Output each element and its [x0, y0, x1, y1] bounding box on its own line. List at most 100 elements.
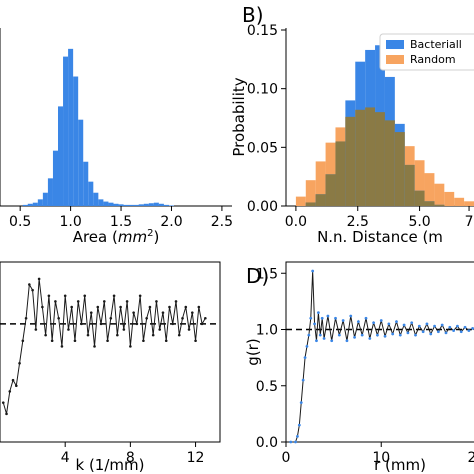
panel-d-point: [341, 319, 345, 322]
panel-d-point: [316, 311, 320, 315]
panel-d-y-axis-label: g(r): [244, 338, 262, 365]
panel-d-point: [448, 325, 452, 329]
panel-c-point: [184, 305, 188, 309]
panel-c-point: [89, 311, 93, 314]
panel-d-point: [467, 329, 471, 333]
panel-d-point: [414, 333, 417, 337]
panel-b-bar-overlap: [414, 190, 425, 206]
panel-b-bar-overlap: [305, 202, 316, 206]
panel-b-bar-overlap: [345, 116, 356, 206]
panel-c-point: [57, 316, 60, 320]
panel-b-x-tick-label: 7: [465, 214, 474, 230]
panel-d-x-tick-label: 20: [468, 450, 474, 466]
panel-a-x-tick-label: 1.5: [110, 214, 132, 230]
panel-c-point: [93, 345, 96, 348]
panel-d-point: [299, 401, 303, 405]
panel-a-bar: [103, 201, 109, 206]
panel-c-point: [109, 316, 113, 320]
panel-c-point: [151, 333, 155, 337]
panel-d-point: [440, 323, 444, 327]
panel-d-point: [307, 333, 311, 337]
panel-a-bar: [78, 119, 84, 206]
panel-b-y-tick-label: 0.05: [247, 140, 278, 156]
panel-d-point: [402, 323, 406, 327]
panel-d-point: [309, 316, 313, 320]
panel-d-point: [326, 314, 330, 318]
panel-d-frame: [285, 261, 474, 443]
panel-c-x-axis-label: k (1/mm): [76, 456, 145, 474]
panel-d-point: [320, 316, 324, 320]
panel-b-bar-random: [434, 183, 445, 206]
panel-c-point: [14, 384, 18, 388]
panel-c-point: [18, 361, 21, 365]
panel-c-point: [135, 322, 139, 326]
panel-d-point: [289, 440, 293, 444]
panel-c-structure-factor: 4 8 12 k (1/mm): [0, 261, 221, 474]
panel-c-point: [50, 339, 54, 343]
panel-b-bar-overlap: [325, 174, 336, 206]
panel-a-bar: [58, 106, 64, 206]
panel-b-bar-overlap: [355, 109, 366, 206]
panel-d-y-tick-label: 0.5: [256, 379, 278, 395]
panel-d-point: [305, 344, 309, 348]
panel-a-bar: [68, 48, 74, 206]
panel-d-point: [297, 423, 301, 427]
panel-c-point: [122, 328, 126, 331]
panel-a-bar: [118, 204, 124, 206]
panel-c-point: [112, 294, 116, 298]
panel-c-point: [190, 311, 194, 314]
panel-b-bar-random: [315, 161, 326, 206]
panel-d-point: [433, 324, 436, 328]
panel-d-point: [301, 378, 305, 382]
panel-d-point: [436, 330, 440, 334]
panel-d-point: [425, 322, 429, 326]
panel-d-label: D): [246, 264, 269, 288]
panel-d-point: [296, 434, 299, 438]
panel-b-nn-distance-histogram: B) 0.0 2.5 5.0 7 0.00 0.05 0.10 0.15 N.n. Dista…: [230, 3, 474, 246]
panel-c-point: [1, 401, 5, 404]
legend-swatch-bacterial: [386, 40, 404, 49]
panel-a-bar: [32, 202, 38, 206]
panel-b-x-tick-label: 0.0: [285, 214, 307, 230]
panel-d-point: [398, 333, 402, 337]
panel-a-x-axis-label: Area (mm2): [73, 228, 160, 246]
panel-a-bar: [163, 204, 169, 206]
panel-d-point: [322, 337, 326, 340]
panel-b-bar-random: [464, 201, 474, 206]
panel-c-point: [187, 328, 191, 331]
panel-c-point: [116, 333, 119, 337]
panel-d-point: [410, 321, 414, 325]
panel-d-point: [353, 335, 356, 339]
panel-a-bar: [143, 203, 149, 206]
panel-b-x-axis-label: N.n. Distance (m: [317, 228, 443, 246]
panel-d-point: [376, 333, 379, 337]
panel-c-point: [96, 305, 100, 309]
panel-d-point: [334, 316, 337, 320]
panel-c-point: [161, 311, 165, 314]
panel-c-point: [125, 300, 129, 303]
panel-b-x-tick-label: 5.0: [408, 214, 430, 230]
panel-c-point: [200, 322, 204, 326]
panel-d-point: [318, 333, 322, 337]
panel-c-point: [164, 339, 168, 343]
panel-c-point: [145, 316, 148, 320]
panel-a-area-histogram: 0.5 1.0 1.5 2.0 2.5 Area (mm2): [0, 28, 233, 246]
panel-c-point: [28, 283, 31, 286]
panel-b-y-tick-label: 0.15: [247, 23, 278, 39]
panel-d-point: [315, 339, 318, 343]
panel-c-point: [158, 328, 162, 331]
panel-d-point: [356, 320, 360, 324]
panel-a-bar: [123, 204, 129, 206]
panel-d-point: [379, 319, 383, 322]
panel-c-point: [21, 339, 25, 343]
panel-d-point: [345, 339, 349, 343]
panel-d-point: [313, 322, 316, 326]
panel-b-legend: Bacteriall Random: [379, 33, 474, 71]
panel-d-point: [395, 320, 398, 324]
panel-a-bar: [37, 199, 43, 206]
panel-b-bar-overlap: [375, 112, 385, 206]
panel-b-bar-random: [414, 160, 425, 206]
panel-a-bar: [83, 161, 89, 206]
legend-label-bacterial: Bacteriall: [410, 38, 462, 51]
